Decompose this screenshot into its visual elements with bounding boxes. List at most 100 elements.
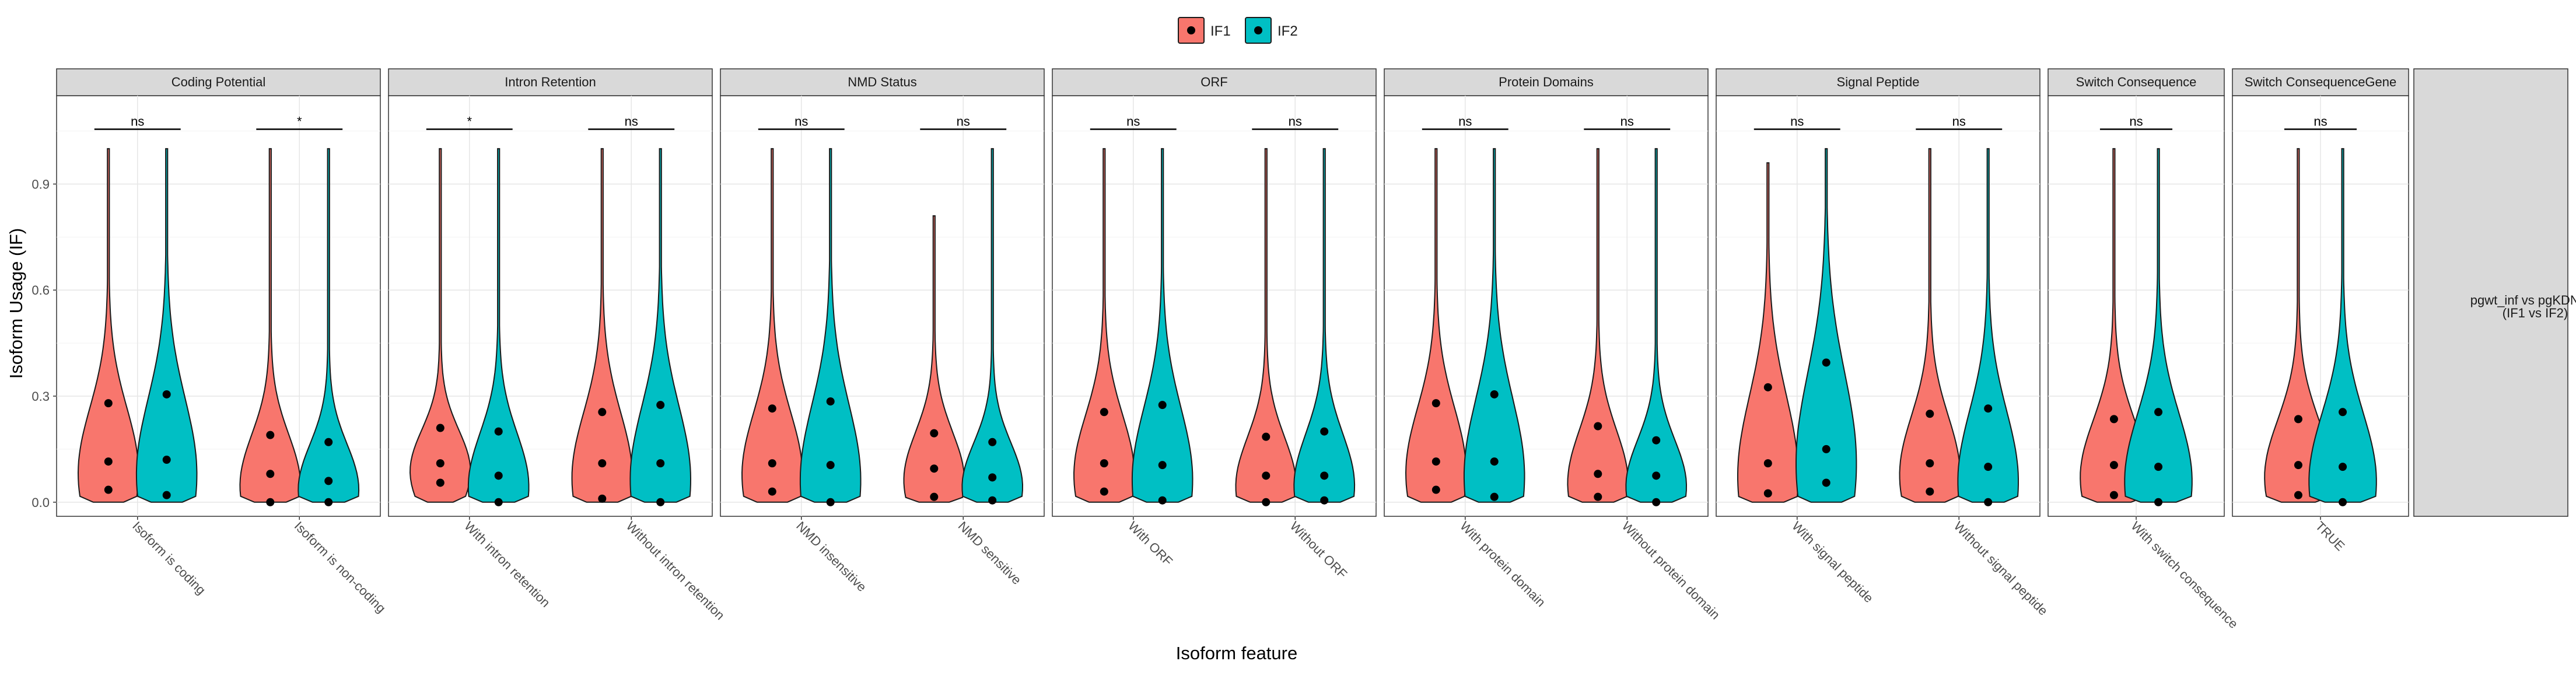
- right-strip: [2413, 68, 2568, 517]
- right-strip-label-line1: pgwt_inf vs pgKDN_inf: [2470, 293, 2576, 307]
- point-if1-q1: [598, 494, 607, 503]
- significance-label: ns: [957, 114, 970, 129]
- facet-title: Intron Retention: [505, 75, 596, 89]
- violin-if2: [2124, 148, 2193, 503]
- violin-if2: [467, 148, 530, 503]
- significance-label: *: [297, 114, 302, 129]
- violin-if2: [1463, 148, 1525, 503]
- point-if2-q1: [2339, 498, 2347, 506]
- point-if1-median: [436, 459, 444, 468]
- point-if1-q1: [266, 498, 275, 506]
- significance-label: ns: [131, 114, 144, 129]
- legend-label: IF1: [1210, 23, 1231, 39]
- significance-label: ns: [1458, 114, 1472, 129]
- point-if1-median: [1926, 459, 1934, 468]
- x-tick-label: Without protein domain: [1619, 519, 1723, 622]
- point-if2-q3: [1158, 401, 1167, 410]
- point-if2-q3: [324, 438, 333, 446]
- point-if1-q3: [266, 431, 275, 439]
- x-tick-label: Isoform is non-coding: [292, 519, 388, 615]
- point-if1-median: [598, 459, 607, 468]
- facet-title: Coding Potential: [172, 75, 265, 89]
- significance-label: ns: [1620, 114, 1634, 129]
- point-if2-median: [656, 459, 665, 468]
- point-if2-q3: [494, 427, 503, 436]
- violin-if2: [799, 148, 862, 503]
- facet-strip: [720, 68, 1045, 96]
- point-if2-median: [162, 456, 171, 464]
- point-if1-q1: [1594, 492, 1602, 501]
- point-if2-median: [324, 477, 333, 485]
- facet-strip: [1716, 68, 2041, 96]
- point-if1-q1: [1926, 487, 1934, 496]
- point-if1-median: [266, 470, 275, 478]
- significance-label: ns: [2129, 114, 2143, 129]
- significance-label: ns: [794, 114, 808, 129]
- y-axis-title: Isoform Usage (IF): [6, 228, 26, 379]
- point-if1-q3: [2294, 415, 2302, 424]
- x-axis-title: Isoform feature: [1176, 643, 1297, 663]
- violin-if2: [1293, 148, 1356, 503]
- point-if2-q1: [1822, 478, 1831, 487]
- point-if2-q3: [2154, 408, 2163, 417]
- point-if1-q3: [1763, 383, 1772, 391]
- point-if1-q3: [1594, 422, 1602, 431]
- point-if2-q3: [656, 401, 665, 410]
- point-if1-q3: [1100, 408, 1108, 417]
- significance-label: ns: [1790, 114, 1804, 129]
- significance-label: ns: [1952, 114, 1966, 129]
- violin-if1: [1899, 148, 1961, 503]
- violin-if1: [1567, 148, 1629, 503]
- point-if1-q3: [436, 424, 444, 432]
- point-if2-q3: [1822, 358, 1831, 367]
- violin-if1: [239, 148, 302, 503]
- point-if2-median: [1490, 457, 1499, 466]
- point-if1-median: [1763, 459, 1772, 468]
- violin-if1: [741, 148, 803, 503]
- point-if2-q1: [656, 498, 665, 506]
- significance-label: ns: [2314, 114, 2327, 129]
- point-if2-median: [1822, 445, 1831, 453]
- facet-title: Protein Domains: [1499, 75, 1594, 89]
- point-if2-median: [988, 473, 997, 482]
- x-tick-label: With ORF: [1125, 519, 1175, 569]
- point-if1-q1: [2109, 491, 2118, 499]
- point-if1-median: [2294, 461, 2302, 470]
- point-if1-median: [768, 459, 776, 468]
- facet-title: Signal Peptide: [1837, 75, 1920, 89]
- x-tick-label: NMD sensitive: [956, 519, 1024, 587]
- point-if1-q1: [1100, 487, 1108, 496]
- point-if2-q1: [494, 498, 503, 506]
- point-if2-q1: [1652, 498, 1661, 506]
- point-if2-median: [2339, 463, 2347, 471]
- point-if1-q3: [1262, 432, 1270, 441]
- point-if2-q1: [162, 491, 171, 499]
- point-if2-q1: [324, 498, 333, 506]
- violin-if2: [298, 148, 360, 503]
- x-tick-label: With signal peptide: [1789, 519, 1876, 606]
- point-if2-median: [1320, 471, 1329, 480]
- right-strip-label-line2: (IF1 vs IF2): [2502, 306, 2568, 320]
- x-tick-label: Isoform is coding: [130, 519, 208, 597]
- point-if2-q3: [2339, 408, 2347, 417]
- violin-if2: [1957, 148, 2019, 503]
- x-tick-label: With intron retention: [461, 519, 553, 610]
- point-if2-median: [1984, 463, 1993, 471]
- y-tick-label: 0.3: [32, 389, 50, 404]
- facet-strip: [1052, 68, 1377, 96]
- point-if2-q3: [1320, 427, 1329, 436]
- point-if2-median: [1158, 461, 1167, 470]
- point-if1-q1: [104, 485, 113, 494]
- point-if1-median: [104, 457, 113, 466]
- facet-title: ORF: [1200, 75, 1227, 89]
- significance-label: ns: [1289, 114, 1302, 129]
- point-if1-q3: [598, 408, 607, 417]
- x-tick-label: Without intron retention: [624, 519, 728, 623]
- point-if2-q3: [162, 390, 171, 398]
- facet-title: Switch ConsequenceGene: [2245, 75, 2397, 89]
- point-if1-q1: [768, 487, 776, 496]
- point-if2-q3: [1490, 390, 1499, 398]
- point-if2-q3: [826, 397, 835, 406]
